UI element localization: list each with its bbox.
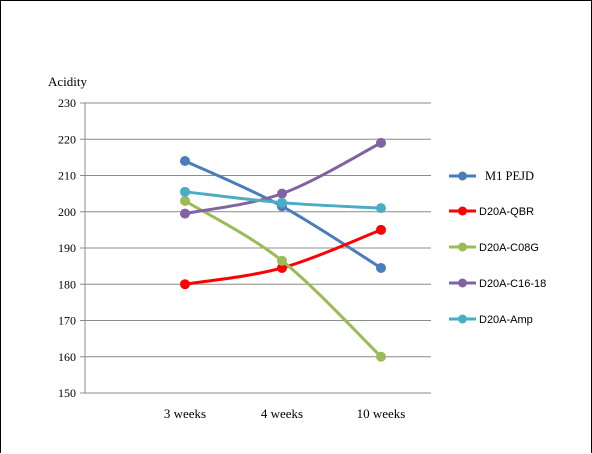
y-tick-label-170: 170 [58,314,76,328]
data-point-1-2 [376,224,386,235]
data-point-3-2 [376,137,386,148]
data-point-0-2 [376,262,386,273]
legend: M1 PEJD D20A-QBR D20A-C08G D20A-C16-18 D20A-… [449,169,546,326]
x-tick-labels: 3 weeks 4 weeks 10 weeks [164,406,406,421]
y-tick-label-200: 200 [58,205,76,219]
y-tick-label-160: 160 [58,350,76,364]
legend-item-4: D20A-Amp [449,314,533,326]
legend-marker-0 [458,171,467,181]
series-2 [180,195,386,362]
data-point-2-1 [277,255,287,266]
data-point-1-0 [180,279,190,290]
y-tick-label-190: 190 [58,241,76,255]
legend-label-4: D20A-Amp [479,314,533,326]
y-tick-label-210: 210 [58,169,76,183]
x-tick-label-0: 3 weeks [164,406,206,421]
legend-marker-3 [458,278,467,288]
data-point-4-2 [376,203,386,214]
data-point-3-0 [180,208,190,219]
data-point-1-1 [277,262,287,273]
series-3 [180,137,386,219]
axes [80,102,431,394]
x-tick-label-2: 10 weeks [357,406,406,421]
series-line-0 [183,159,383,270]
legend-label-0: M1 PEJD [485,169,534,183]
series-1 [180,224,386,290]
gridlines [85,102,431,358]
legend-item-1: D20A-QBR [449,206,534,218]
legend-label-1: D20A-QBR [479,206,534,218]
legend-label-2: D20A-C08G [479,242,539,254]
x-tick-label-1: 4 weeks [261,406,303,421]
legend-item-3: D20A-C16-18 [449,278,546,290]
series-4 [180,186,386,214]
data-point-4-0 [180,186,190,197]
legend-item-2: D20A-C08G [449,242,539,254]
data-point-3-1 [277,188,287,199]
legend-marker-4 [458,314,467,324]
legend-label-3: D20A-C16-18 [479,278,546,290]
y-axis-label: Acidity [48,74,87,89]
data-point-0-0 [180,156,190,166]
y-tick-label-230: 230 [58,96,76,110]
series [180,137,386,362]
legend-marker-1 [458,206,467,216]
y-tick-label-150: 150 [58,386,76,400]
y-tick-labels: 150 160 170 180 190 200 210 220 230 [58,96,76,400]
y-tick-label-220: 220 [58,132,76,146]
data-point-4-1 [277,197,287,208]
legend-item-0: M1 PEJD [449,169,534,183]
data-point-2-2 [376,351,386,362]
data-point-2-0 [180,195,190,206]
y-tick-label-180: 180 [58,277,76,291]
legend-marker-2 [458,242,467,252]
